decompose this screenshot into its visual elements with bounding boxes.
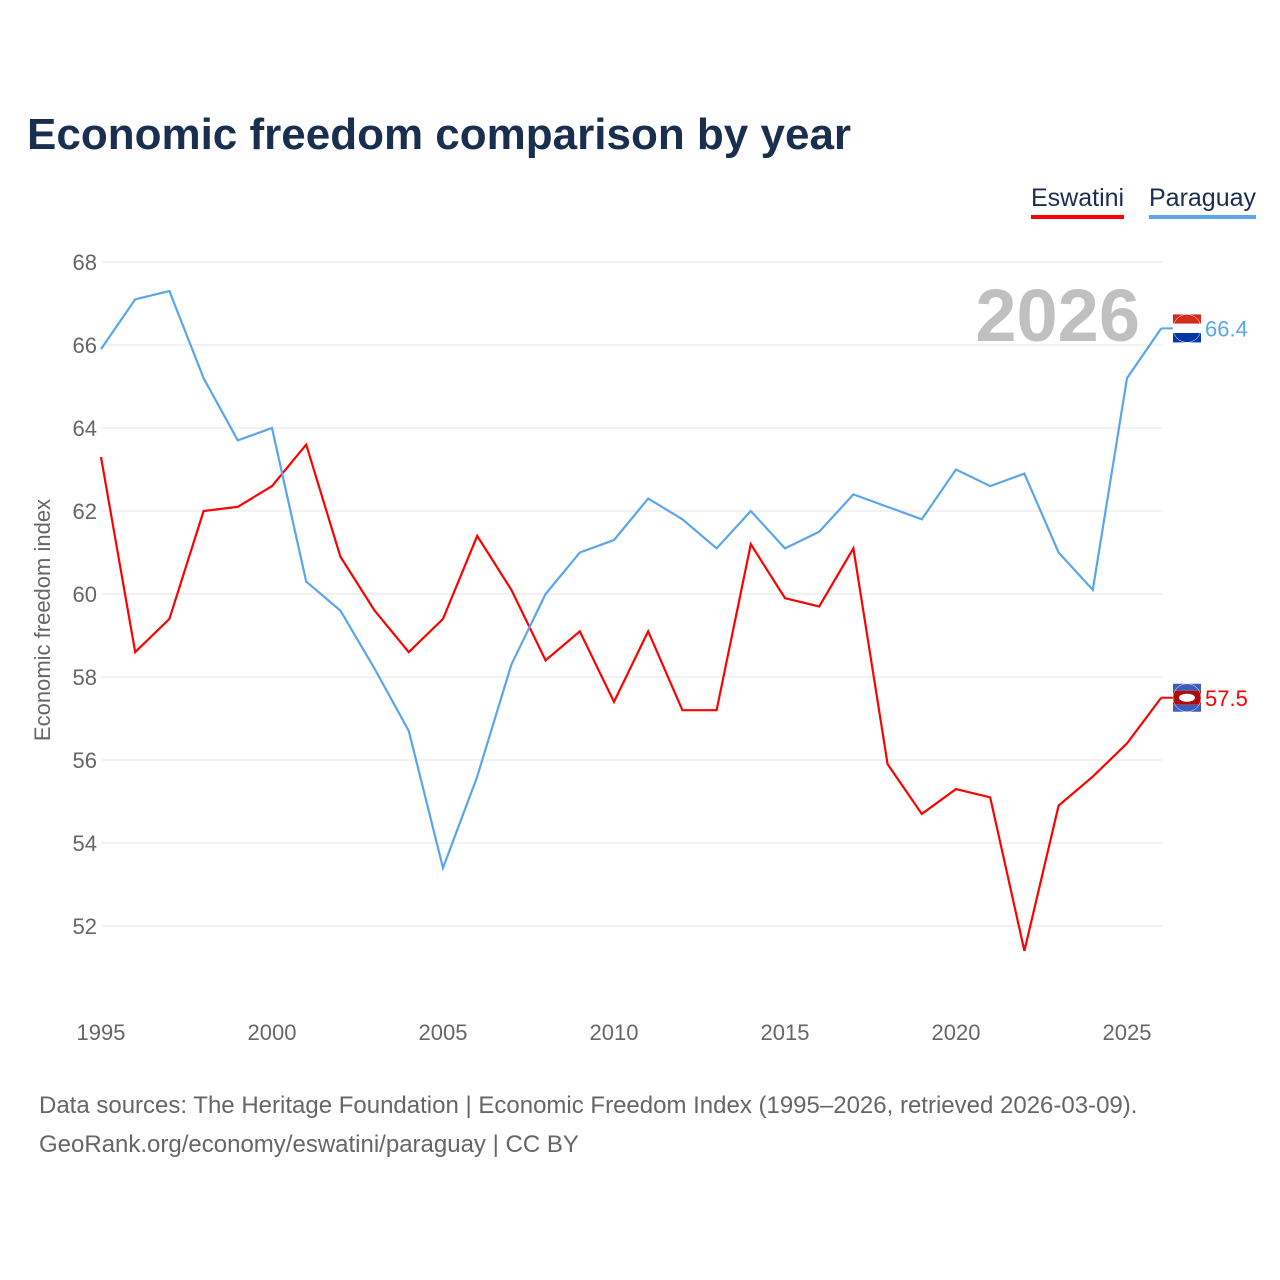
eswatini-flag-icon: [1179, 693, 1195, 702]
series-line-eswatini: [99, 442, 1163, 952]
paraguay-flag-icon: [1173, 314, 1201, 324]
source-link[interactable]: GeoRank.org/economy/eswatini/paraguay | …: [39, 1131, 579, 1158]
eswatini-flag-icon: [1173, 704, 1201, 712]
x-tick-label: 2020: [932, 1020, 981, 1045]
y-tick-label: 60: [73, 582, 97, 607]
y-tick-label: 66: [73, 333, 97, 358]
end-value-label-paraguay: 66.4: [1205, 316, 1248, 341]
y-tick-label: 64: [73, 416, 97, 441]
x-tick-label: 2015: [761, 1020, 810, 1045]
eswatini-flag-icon: [1173, 683, 1201, 691]
x-tick-label: 2025: [1103, 1020, 1152, 1045]
legend-paraguay[interactable]: Paraguay: [1149, 184, 1257, 219]
y-tick-label: 68: [73, 250, 97, 275]
x-tick-label: 2000: [248, 1020, 297, 1045]
y-tick-label: 58: [73, 665, 97, 690]
data-source: Data sources: The Heritage Foundation | …: [39, 1092, 1138, 1119]
legend-eswatini[interactable]: Eswatini: [1031, 184, 1125, 219]
x-tick-label: 2005: [419, 1020, 468, 1045]
series-line-paraguay: [100, 289, 1163, 872]
end-value-label-eswatini: 57.5: [1205, 686, 1248, 711]
x-tick-label: 1995: [77, 1020, 126, 1045]
year-watermark: 2026: [975, 274, 1140, 357]
y-tick-label: 54: [73, 831, 97, 856]
flag-border: [1172, 314, 1202, 343]
paraguay-flag-icon: [1173, 323, 1201, 333]
y-tick-label: 62: [73, 499, 97, 524]
y-axis-label: Economic freedom index: [30, 499, 55, 741]
paraguay-flag-icon: [1173, 333, 1201, 343]
y-tick-label: 56: [73, 748, 97, 773]
y-tick-label: 52: [73, 914, 97, 939]
flag-border: [1172, 683, 1202, 712]
chart-title: Economic freedom comparison by year: [27, 110, 852, 159]
x-tick-label: 2010: [590, 1020, 639, 1045]
footer: Data sources: The Heritage Foundation | …: [39, 1086, 1137, 1164]
